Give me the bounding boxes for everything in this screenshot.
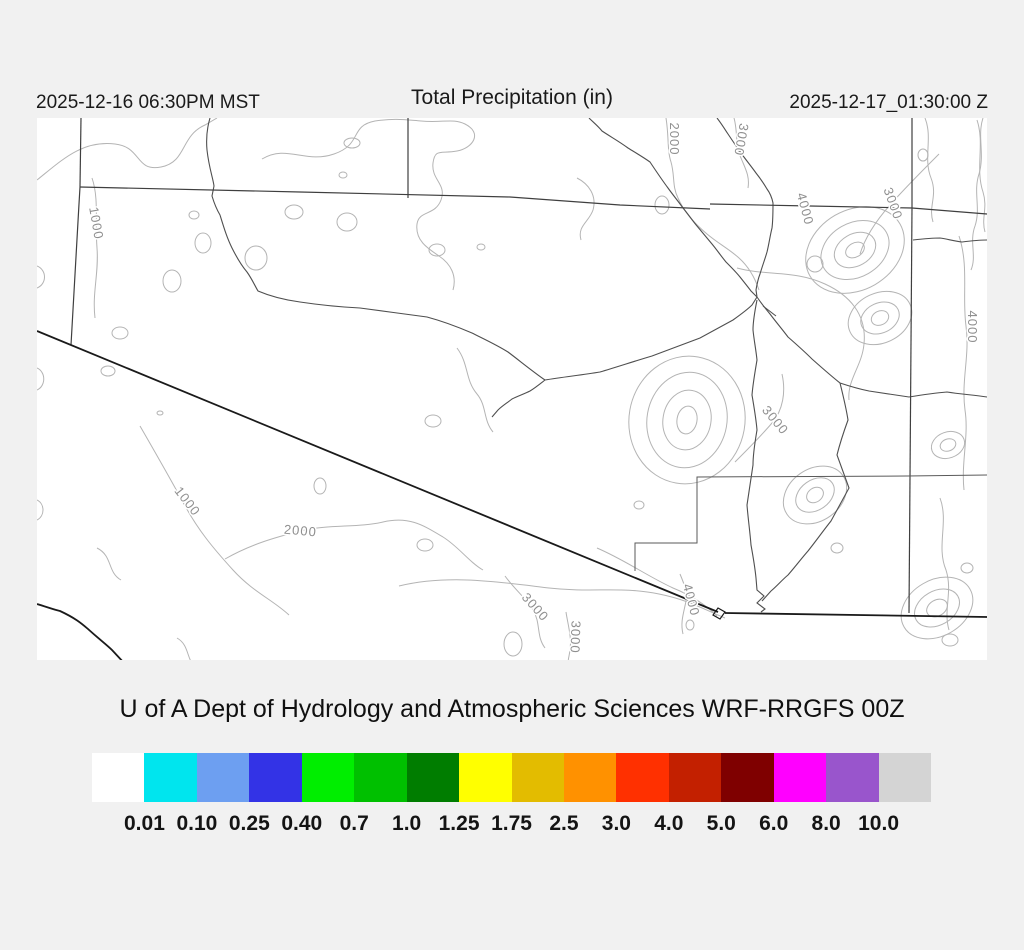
colorbar-segment [459,753,512,802]
colorbar-tick-label: 0.01 [124,812,165,835]
valid-timestamp: 2025-12-17_01:30:00 Z [789,92,988,113]
colorbar-segment [721,753,774,802]
colorbar-segment [406,753,460,802]
contour-label: 2000 [283,522,317,540]
colorbar-segment [196,753,250,802]
colorbar-tick-label: 0.40 [281,812,323,835]
colorbar-segment [354,753,407,802]
colorbar-segment [301,753,355,802]
colorbar-segment [92,753,145,802]
contour-label: 1000 [172,484,204,519]
state-boundaries [70,118,987,614]
colorbar-tick-label: 8.0 [811,812,841,835]
contour-labels-group: 1000 2000 3000 4000 3000 4000 3000 1000 … [85,121,982,656]
contour-label: 1000 [86,206,106,241]
colorbar-tick-label: 0.10 [176,812,218,835]
contour-label: 3000 [567,620,583,653]
contour-label: 3000 [731,122,751,157]
colorbar-tick-label: 4.0 [654,812,684,835]
reservation-boundary [634,474,987,571]
map-drawing: 1000 2000 3000 4000 3000 4000 3000 1000 … [37,118,987,660]
colorbar-segment [249,753,302,802]
colorbar-segment [511,753,564,802]
colorbar-tick-label: 3.0 [601,812,631,835]
contour-label: 3000 [519,590,552,625]
colorbar-ticks: 0.01 0.10 0.25 0.40 0.7 1.0 1.25 1.75 2.5 3.0 4.0 5… [92,812,931,838]
colorbar-tick-label: 0.7 [339,812,369,835]
international-border [37,330,987,660]
colorbar-tick-label: 10.0 [858,812,899,835]
attribution-caption: U of A Dept of Hydrology and Atmospheric… [119,695,905,723]
colorbar-tick-label: 1.75 [491,812,532,835]
page-title: Total Precipitation (in) [411,86,613,109]
colorbar-segment [144,753,197,802]
colorbar-segment [773,753,827,802]
colorbar-segment [668,753,722,802]
colorbar-segment [826,753,879,802]
colorbar-tick-label: 2.5 [549,812,579,835]
colorbar-segment [616,753,669,802]
contour-label: 2000 [667,123,682,156]
contour-label: 3000 [881,185,906,221]
contour-label: 4000 [965,311,980,344]
init-timestamp: 2025-12-16 06:30PM MST [36,92,260,113]
colorbar-tick-label: 1.0 [392,812,422,835]
map-canvas: 1000 2000 3000 4000 3000 4000 3000 1000 … [37,118,987,660]
colorbar-segment [878,753,931,802]
contour-label: 4000 [794,191,817,227]
elevation-contours [37,118,986,660]
colorbar-tick-label: 0.25 [228,812,270,835]
colorbar [92,753,931,802]
colorbar-tick-label: 5.0 [706,812,736,835]
colorbar-tick-label: 6.0 [759,812,789,835]
colorbar-tick-label: 1.25 [438,812,480,835]
colorbar-segment [563,753,617,802]
